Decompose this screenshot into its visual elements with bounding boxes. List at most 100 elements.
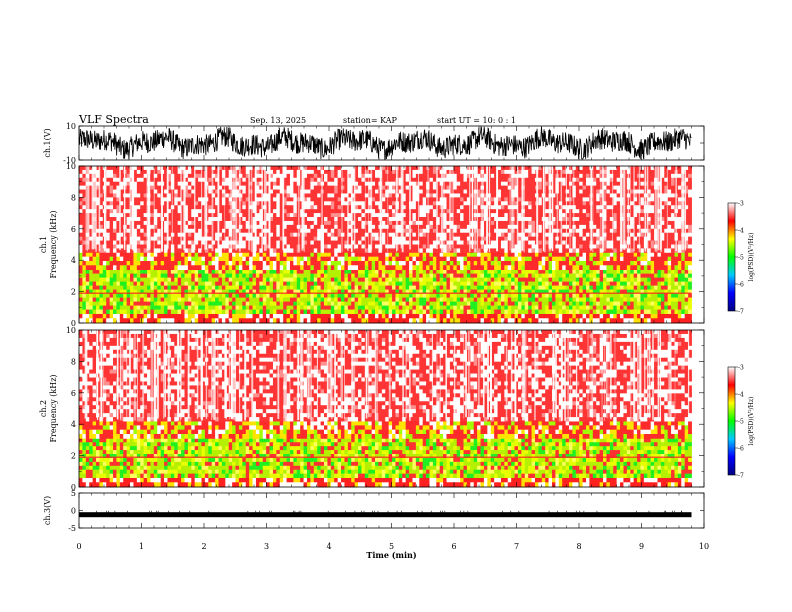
spectrogram-cell (395, 318, 400, 324)
spectrogram-cell (99, 193, 104, 198)
spectrogram-cell (269, 297, 274, 302)
spectrogram-cell (140, 281, 145, 287)
spectrogram-cell (609, 313, 614, 319)
spectrogram-cell (276, 281, 281, 287)
spectrogram-cell (228, 309, 233, 314)
spectrogram-cell (208, 269, 213, 275)
spectrogram-cell (460, 173, 464, 179)
spectrogram-cell (453, 313, 458, 319)
spectrogram-cell (514, 169, 519, 175)
spectrogram-cell (569, 265, 573, 271)
spectrogram-cell (89, 269, 94, 275)
spectrogram-cell (548, 293, 553, 298)
spectrogram-cell (191, 177, 196, 183)
spectrogram-cell (194, 293, 199, 298)
spectrogram-cell (313, 313, 318, 319)
spectrogram-cell (674, 305, 679, 310)
spectrogram-cell (630, 305, 635, 310)
spectrogram-cell (466, 169, 471, 175)
spectrogram-cell (545, 181, 549, 187)
spectrogram-cell (640, 305, 645, 310)
spectrogram-cell (330, 301, 335, 306)
spectrogram-cell (96, 252, 100, 258)
spectrogram-cell (143, 313, 148, 319)
spectrogram-cell (470, 273, 475, 279)
spectrogram-cell (184, 260, 189, 266)
spectrogram-cell (620, 273, 624, 279)
spectrogram-cell (412, 285, 417, 291)
spectrogram-cell (82, 305, 87, 310)
spectrogram-cell (575, 289, 580, 294)
spectrogram-cell (313, 285, 318, 291)
spectrogram-cell (167, 177, 172, 183)
spectrogram-cell (303, 197, 308, 202)
spectrogram-cell (507, 256, 512, 262)
spectrogram-cell (283, 181, 287, 187)
spectrogram-cell (460, 185, 464, 190)
spectrogram-cell (208, 166, 213, 171)
spectrogram-cell (674, 297, 679, 302)
spectrogram-cell (371, 305, 376, 310)
spectrogram-cell (358, 313, 362, 319)
spectrogram-cell (671, 289, 675, 294)
spectrogram-cell (667, 252, 672, 258)
spectrogram-cell (599, 193, 604, 198)
spectrogram-cell (96, 313, 100, 319)
spectrogram-cell (487, 318, 492, 324)
spectrogram-cell (344, 173, 349, 179)
spectrogram-cell (198, 273, 202, 279)
spectrogram-cell (409, 313, 413, 319)
spectrogram-cell (409, 293, 413, 298)
spectrogram-cell (334, 301, 339, 306)
spectrogram-cell (517, 301, 522, 306)
spectrogram-cell (592, 260, 597, 266)
spectrogram-cell (660, 273, 665, 279)
spectrogram-cell (385, 256, 390, 262)
spectrogram-cell (358, 281, 362, 287)
spectrogram-cell (153, 269, 158, 275)
spectrogram-cell (487, 277, 492, 283)
spectrogram-cell (647, 277, 652, 283)
spectrogram-cell (218, 301, 223, 306)
spectrogram-cell (392, 313, 396, 319)
spectrogram-cell (99, 181, 104, 187)
spectrogram-cell (130, 289, 134, 294)
spectrogram-cell (317, 177, 321, 183)
spectrogram-cell (358, 185, 362, 190)
spectrogram-cell (286, 189, 291, 194)
spectrogram-cell (276, 285, 281, 291)
spectrogram-cell (514, 285, 519, 291)
spectrogram-cell (228, 277, 233, 283)
spectrogram-cell (490, 269, 495, 275)
spectrogram-cell (460, 169, 464, 175)
spectrogram-cell (181, 169, 185, 175)
spectrogram-cell (276, 185, 281, 190)
spectrogram-cell (153, 177, 158, 183)
spectrogram-cell (96, 265, 100, 271)
spectrogram-cell (252, 293, 257, 298)
spectrogram-cell (545, 277, 549, 283)
spectrogram-cell (324, 260, 328, 266)
spectrogram-cell (106, 185, 111, 190)
spectrogram-cell (344, 289, 349, 294)
spectrogram-cell (637, 269, 641, 275)
spectrogram-cell (317, 252, 321, 258)
spectrogram-cell (504, 313, 509, 319)
spectrogram-cell (242, 305, 247, 310)
spectrogram-cell (582, 273, 587, 279)
spectrogram-cell (334, 285, 339, 291)
spectrogram-cell (85, 277, 90, 283)
spectrogram-cell (276, 166, 281, 171)
spectrogram-cell (412, 201, 417, 206)
spectrogram-cell (283, 193, 287, 198)
spectrogram-cell (660, 305, 665, 310)
spectrogram-cell (674, 289, 679, 294)
spectrogram-cell (494, 273, 498, 279)
spectrogram-cell (337, 166, 342, 171)
spectrogram-cell (238, 201, 243, 206)
spectrogram-cell (524, 256, 529, 262)
spectrogram-cell (392, 189, 396, 194)
spectrogram-cell (677, 293, 682, 298)
spectrogram-cell (436, 269, 441, 275)
spectrogram-cell (119, 201, 124, 206)
